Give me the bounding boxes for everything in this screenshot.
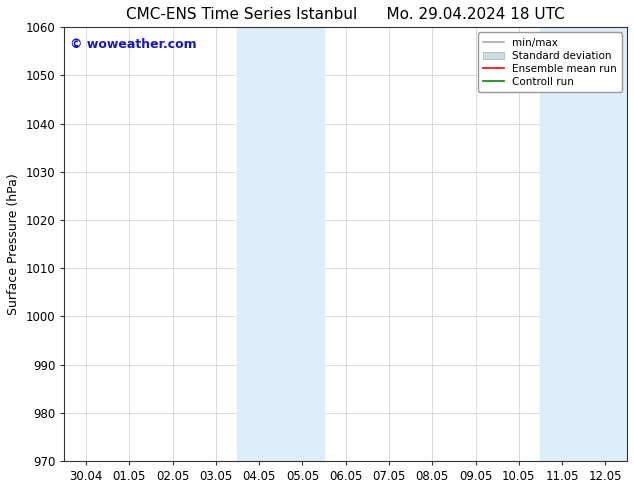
Title: CMC-ENS Time Series Istanbul      Mo. 29.04.2024 18 UTC: CMC-ENS Time Series Istanbul Mo. 29.04.2… bbox=[126, 7, 565, 22]
Bar bbox=[238, 27, 324, 461]
Text: © woweather.com: © woweather.com bbox=[70, 38, 197, 51]
Bar bbox=[540, 27, 627, 461]
Legend: min/max, Standard deviation, Ensemble mean run, Controll run: min/max, Standard deviation, Ensemble me… bbox=[477, 32, 622, 92]
Y-axis label: Surface Pressure (hPa): Surface Pressure (hPa) bbox=[7, 173, 20, 315]
